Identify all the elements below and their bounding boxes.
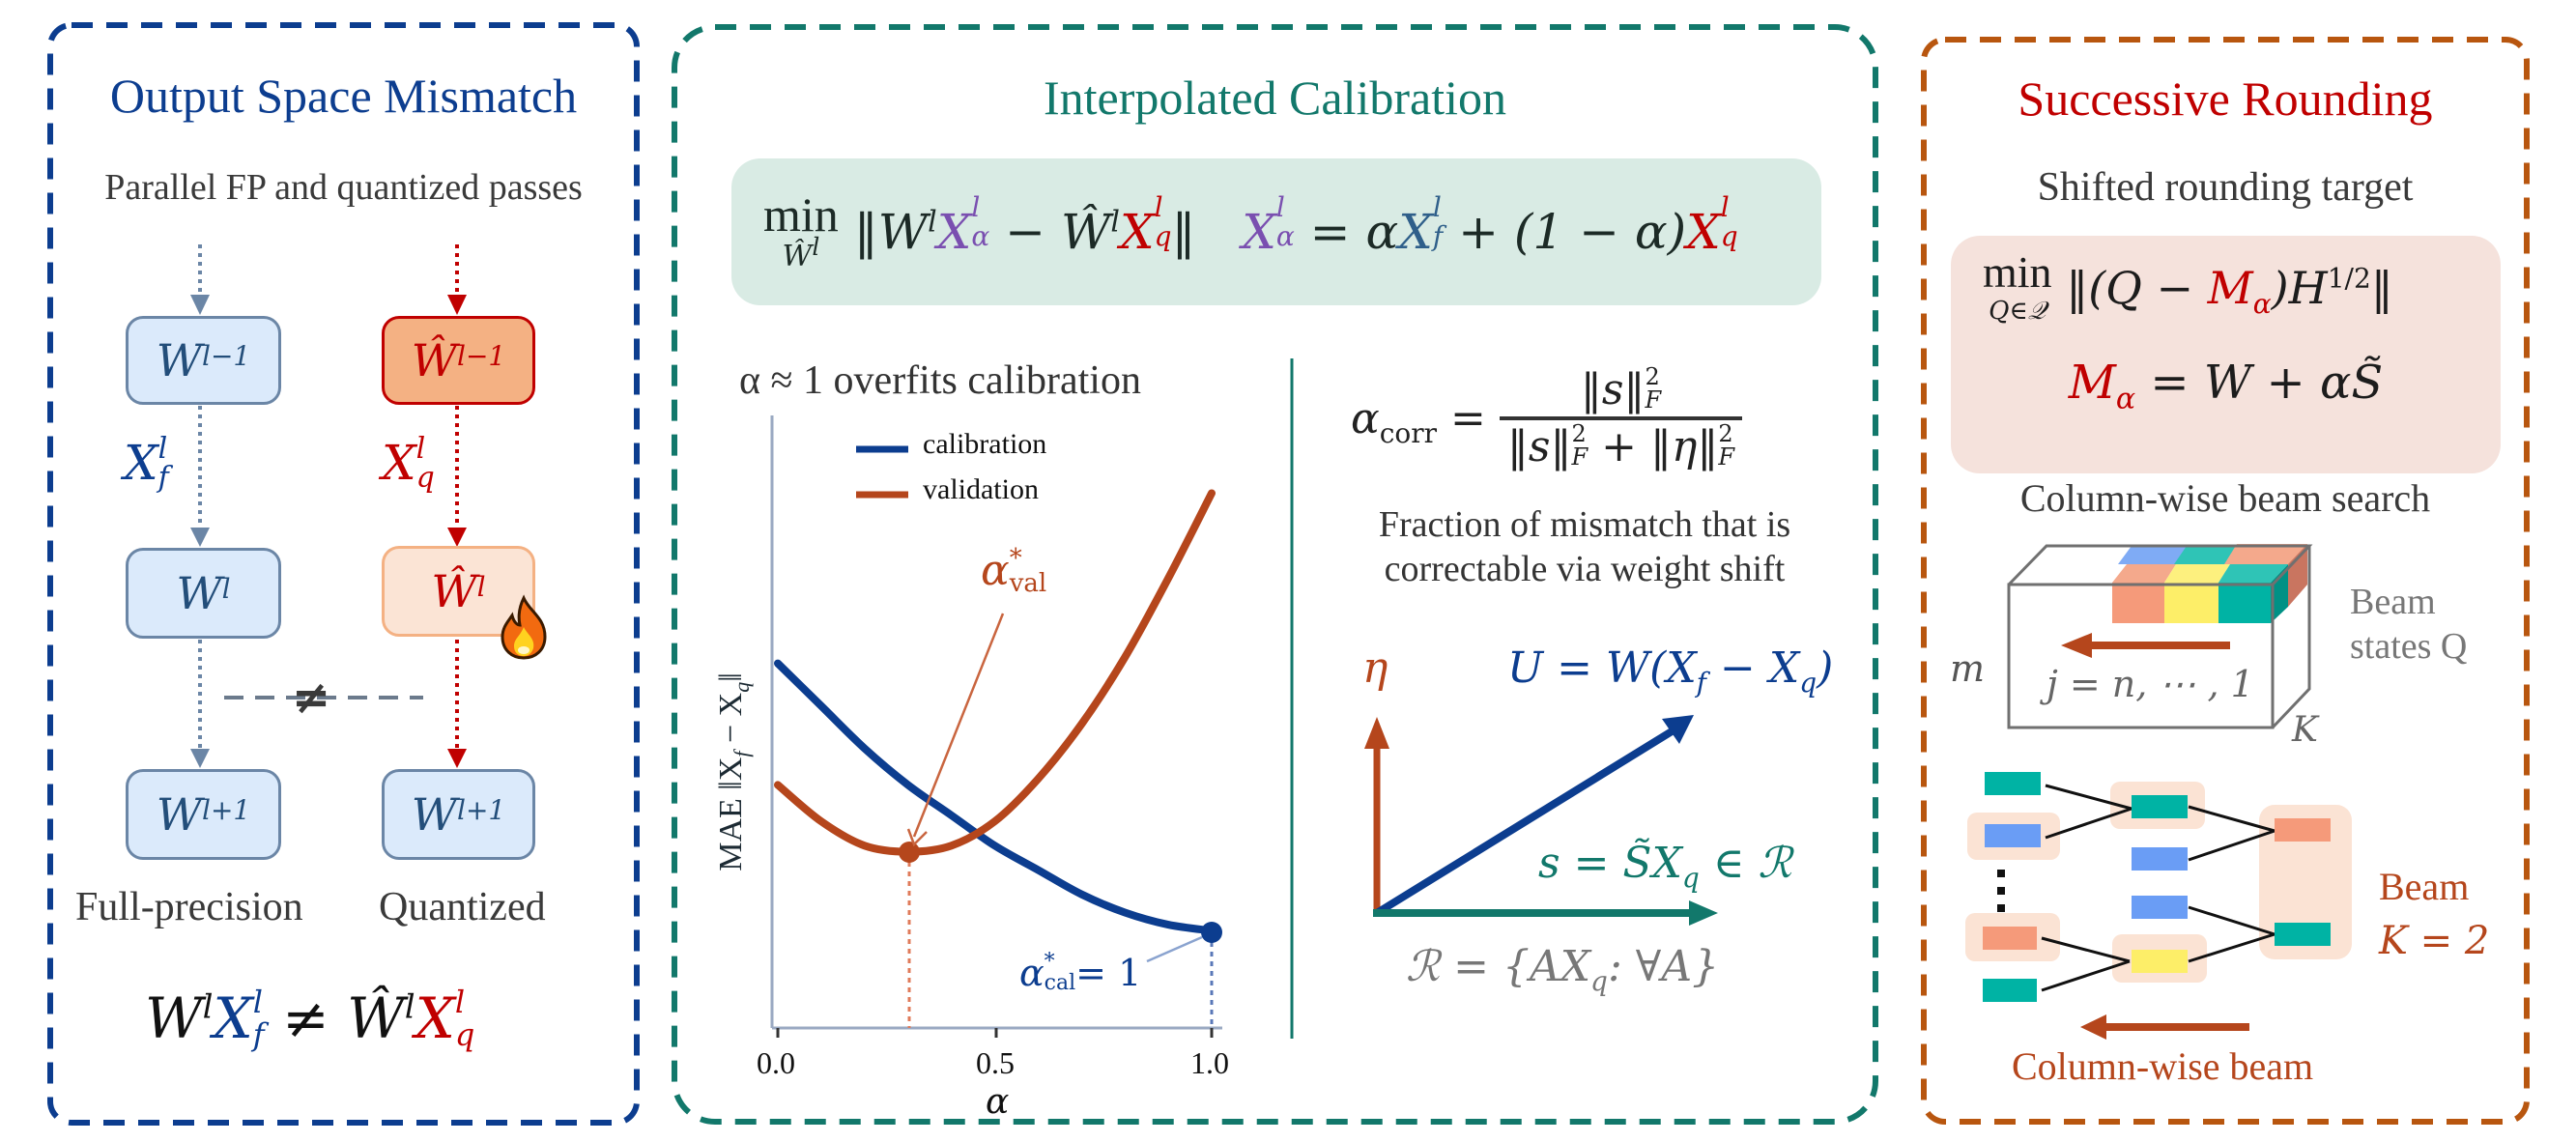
- beam-states-label: Beam states Q: [2350, 582, 2468, 667]
- chart-y-axis-label: MAE ‖Xf − Xq‖: [713, 672, 754, 871]
- shifted-target-definition: Mα = W + αS̃: [2068, 356, 2384, 416]
- tensor-m-label: m: [1950, 647, 1986, 690]
- alpha-corr-description: Fraction of mismatch that is correctable…: [1378, 504, 1791, 589]
- chart-x-axis-label: α: [986, 1082, 1010, 1122]
- fp-arrowheads: [190, 295, 210, 768]
- fp-caption: Full-precision: [75, 885, 303, 929]
- cal-annotation-leader: [1146, 935, 1203, 963]
- fire-icon: [495, 594, 553, 662]
- beam-search-title: Column-wise beam search: [2019, 476, 2431, 520]
- val-optimum-annotation: α * val: [981, 544, 1047, 598]
- shifted-target-box: [1951, 236, 2501, 473]
- x-tick-1: 1.0: [1190, 1045, 1229, 1080]
- cal-optimum-annotation: α * cal = 1: [1019, 950, 1142, 995]
- eta-label: η: [1362, 643, 1388, 693]
- not-equal-icon: ≠: [292, 671, 331, 725]
- panel2-title: Interpolated Calibration: [1043, 71, 1506, 125]
- range-space-label: ℛ = {AXq: ∀A}: [1406, 942, 1720, 997]
- x-tick-0.5: 0.5: [976, 1045, 1015, 1080]
- validation-curve: [774, 489, 1216, 856]
- tensor-j-label: j = n, ⋯ , 1: [2046, 663, 2254, 705]
- s-vector-label: s = S̃Xq ∈ ℛ: [1538, 839, 1792, 894]
- interpolated-objective-box: [731, 158, 1821, 305]
- val-annotation-arrowhead: [906, 828, 928, 847]
- q-caption: Quantized: [379, 885, 546, 929]
- beam-graph: [1965, 772, 2352, 1040]
- val-min-marker: [899, 842, 920, 863]
- cal-min-marker: [1201, 922, 1222, 943]
- calibration-curve: [774, 659, 1216, 935]
- chart-axes: [770, 415, 1222, 1038]
- val-annotation-leader: [912, 613, 1005, 838]
- mismatch-equation: WlX l f ≠ ŴlX l q: [145, 984, 475, 1053]
- chart-title: α ≈ 1 overfits calibration: [739, 358, 1141, 403]
- panel3-subtitle: Shifted rounding target: [2037, 165, 2414, 210]
- panel1-title: Output Space Mismatch: [109, 69, 578, 123]
- u-vector-label: U = W(Xf − Xq): [1507, 643, 1834, 699]
- x-tick-0: 0.0: [757, 1045, 795, 1080]
- beam-width-label: Beam K = 2: [2379, 865, 2490, 963]
- panel2-border: [672, 24, 1878, 1125]
- legend-validation-label: validation: [923, 473, 1039, 505]
- beam-caption: Column-wise beam: [2012, 1044, 2314, 1088]
- alpha-corr-formula: αcorr = ‖s‖ 2 F ‖s‖ 2 F + ‖η‖ 2 F: [1351, 365, 1743, 471]
- legend-calibration-label: calibration: [923, 428, 1047, 460]
- shifted-target-objective: min Q∈𝒬 ‖(Q − Mα)H1/2‖: [1983, 247, 2393, 327]
- panel3-border: [1921, 37, 2530, 1125]
- panel1-subtitle: Parallel FP and quantized passes: [104, 167, 583, 208]
- q-arrowheads: [447, 295, 467, 768]
- tensor-k-label: K: [2292, 710, 2318, 750]
- vector-diagram: [1364, 715, 1718, 926]
- tensor-box: [2007, 544, 2313, 729]
- panel3-title: Successive Rounding: [2018, 71, 2433, 126]
